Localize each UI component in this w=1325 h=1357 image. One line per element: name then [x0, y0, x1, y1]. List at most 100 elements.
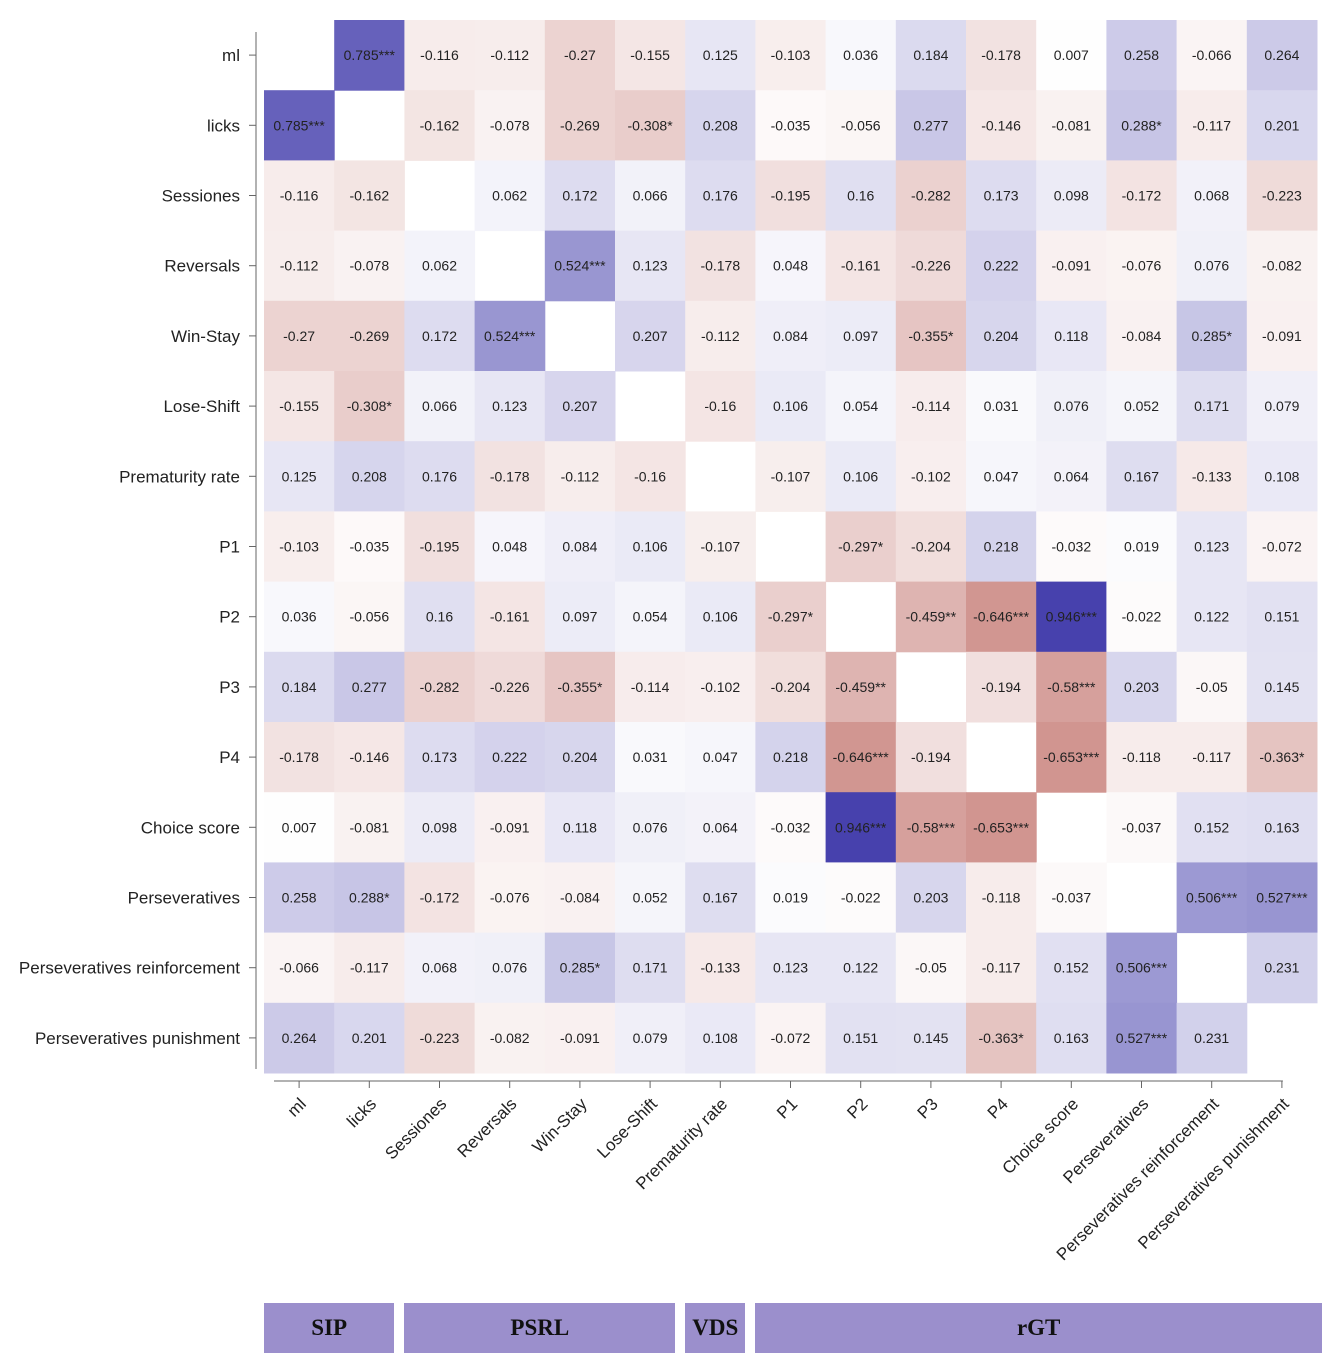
column-label: licks: [343, 1094, 380, 1131]
cell-value-label: -0.172: [1122, 188, 1162, 204]
heatmap-cell: [1176, 651, 1248, 723]
cell-value-label: 0.231: [1194, 1030, 1229, 1046]
heatmap-cell: [1036, 932, 1107, 1004]
cell-value-label: -0.133: [700, 960, 740, 976]
cell-value-label: -0.076: [490, 890, 530, 906]
heatmap-cell: [966, 651, 1037, 723]
heatmap-cell: [1246, 230, 1318, 302]
cell-value-label: -0.646***: [833, 749, 890, 765]
heatmap-cell: [685, 511, 756, 583]
cell-value-label: 0.079: [633, 1030, 668, 1046]
cell-value-label: -0.117: [1192, 749, 1231, 765]
heatmap-cell: [404, 300, 476, 372]
heatmap-cell: [334, 160, 405, 232]
heatmap-cell: [404, 371, 476, 442]
heatmap-cell: [685, 581, 756, 653]
heatmap-cell: [544, 792, 616, 863]
heatmap-cell: [966, 792, 1037, 863]
column-label: Perseveratives punishment: [1134, 1094, 1293, 1253]
cell-value-label: 0.506***: [1186, 890, 1238, 906]
heatmap-cell: [1246, 20, 1318, 91]
cell-value-label: 0.084: [562, 539, 597, 555]
heatmap-cell: [404, 581, 476, 653]
cell-value-label: 0.097: [562, 609, 597, 625]
heatmap-cell: [895, 511, 967, 583]
group-box: PSRL: [404, 1303, 676, 1353]
row-label: P2: [219, 608, 240, 627]
heatmap-cell: [544, 862, 616, 934]
cell-value-label: 0.152: [1054, 960, 1089, 976]
cell-value-label: 0.527***: [1116, 1030, 1168, 1046]
heatmap-cell: [1106, 581, 1178, 653]
cell-value-label: 0.218: [773, 749, 808, 765]
cell-value-label: -0.114: [631, 679, 670, 695]
cell-value-label: -0.308*: [628, 117, 674, 133]
cell-value-label: -0.646***: [973, 609, 1030, 625]
cell-value-label: -0.118: [982, 890, 1021, 906]
cell-value-label: -0.072: [1262, 539, 1302, 555]
heatmap-cell: [1036, 300, 1107, 372]
heatmap-cell: [825, 932, 897, 1004]
heatmap-cell: [334, 1002, 405, 1074]
cell-value-label: 0.16: [847, 188, 874, 204]
cell-value-label: 0.264: [282, 1030, 317, 1046]
heatmap-cell: [474, 722, 546, 793]
heatmap-cell: [685, 371, 756, 442]
cell-value-label: 0.048: [773, 258, 808, 274]
cell-value-label: -0.226: [911, 258, 951, 274]
cell-value-label: 0.123: [492, 398, 527, 414]
cell-value-label: -0.05: [1196, 679, 1228, 695]
heatmap-cell: [1176, 230, 1248, 302]
cell-value-label: 0.048: [492, 539, 527, 555]
heatmap-cell: [825, 1002, 897, 1074]
cell-value-label: -0.117: [1192, 117, 1231, 133]
cell-value-label: 0.068: [1194, 188, 1229, 204]
cell-value-label: -0.269: [560, 117, 600, 133]
cell-value-label: 0.258: [282, 890, 317, 906]
group-box: SIP: [264, 1303, 395, 1353]
cell-value-label: -0.58***: [1047, 679, 1096, 695]
heatmap-cell: [1176, 20, 1248, 91]
cell-value-label: 0.946***: [835, 819, 887, 835]
cell-value-label: 0.171: [1194, 398, 1229, 414]
cell-value-label: -0.116: [420, 47, 459, 63]
heatmap-cell: [1106, 230, 1178, 302]
cell-value-label: 0.123: [773, 960, 808, 976]
heatmap-cell: [1036, 1002, 1107, 1074]
heatmap-cell: [1106, 1002, 1178, 1074]
cell-value-label: 0.066: [633, 188, 668, 204]
heatmap-cell: [264, 1002, 335, 1074]
column-label: Lose-Shift: [593, 1094, 661, 1162]
heatmap-cell: [895, 932, 967, 1004]
heatmap-cell: [1106, 932, 1178, 1004]
cell-value-label: -0.195: [771, 188, 811, 204]
cell-value-label: 0.098: [422, 819, 457, 835]
heatmap-cell: [544, 371, 616, 442]
column-label: Reversals: [454, 1094, 521, 1161]
heatmap-cell: [474, 932, 546, 1004]
heatmap-cell: [404, 862, 476, 934]
cell-value-label: -0.308*: [347, 398, 393, 414]
cell-value-label: 0.201: [352, 1030, 387, 1046]
cell-value-label: -0.022: [841, 890, 881, 906]
heatmap-cell: [404, 1002, 476, 1074]
cell-value-label: -0.161: [841, 258, 881, 274]
heatmap-cell: [264, 90, 335, 161]
heatmap-cell: [264, 371, 335, 442]
cell-value-label: -0.297*: [768, 609, 814, 625]
row-label: Prematurity rate: [119, 467, 240, 486]
heatmap-cell: [615, 20, 686, 91]
cell-value-label: -0.223: [1262, 188, 1302, 204]
row-label: P3: [219, 678, 240, 697]
heatmap-cell: [1246, 160, 1318, 232]
heatmap-cell: [1036, 511, 1107, 583]
cell-value-label: 0.062: [492, 188, 527, 204]
cell-value-label: 0.097: [843, 328, 878, 344]
cell-value-label: -0.037: [1122, 819, 1162, 835]
heatmap-cell: [1246, 511, 1318, 583]
heatmap-cell: [1246, 441, 1318, 512]
heatmap-cell: [685, 160, 756, 232]
cell-value-label: 0.207: [633, 328, 668, 344]
heatmap-cell: [334, 722, 405, 793]
cell-value-label: 0.151: [843, 1030, 878, 1046]
